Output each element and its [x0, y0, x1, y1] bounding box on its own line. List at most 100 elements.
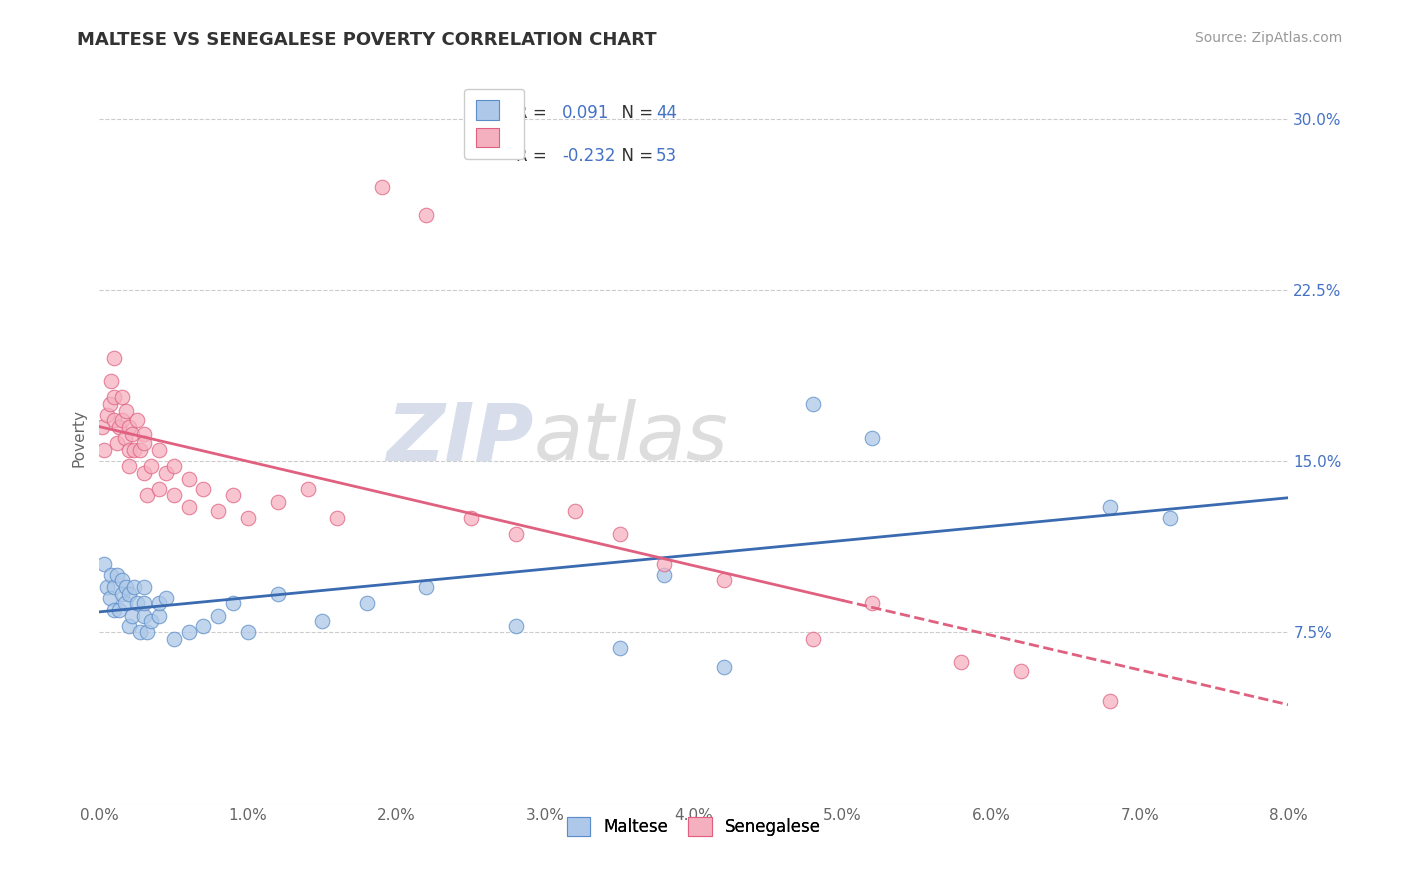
- Point: [136, 488, 159, 502]
- Point: [155, 466, 177, 480]
- Point: [121, 426, 143, 441]
- Text: 44: 44: [655, 104, 676, 122]
- Point: [118, 420, 141, 434]
- Point: [141, 614, 163, 628]
- Point: [115, 404, 138, 418]
- Text: N =: N =: [610, 146, 658, 164]
- Point: [107, 420, 129, 434]
- Point: [148, 596, 170, 610]
- Point: [801, 632, 824, 647]
- Point: [93, 442, 115, 457]
- Point: [222, 488, 245, 502]
- Text: Source: ZipAtlas.com: Source: ZipAtlas.com: [1195, 31, 1343, 45]
- Point: [132, 609, 155, 624]
- Point: [132, 466, 155, 480]
- Point: [1010, 664, 1032, 678]
- Point: [118, 618, 141, 632]
- Point: [105, 568, 128, 582]
- Point: [155, 591, 177, 606]
- Point: [163, 488, 186, 502]
- Point: [93, 557, 115, 571]
- Text: R =: R =: [516, 146, 551, 164]
- Point: [267, 495, 290, 509]
- Point: [118, 458, 141, 473]
- Text: -0.232: -0.232: [562, 146, 616, 164]
- Point: [125, 596, 148, 610]
- Point: [1099, 500, 1122, 514]
- Point: [125, 413, 148, 427]
- Point: [98, 591, 121, 606]
- Point: [132, 435, 155, 450]
- Point: [713, 659, 735, 673]
- Point: [148, 609, 170, 624]
- Point: [128, 625, 150, 640]
- Point: [100, 374, 122, 388]
- Point: [801, 397, 824, 411]
- Point: [111, 573, 134, 587]
- Point: [148, 482, 170, 496]
- Point: [132, 426, 155, 441]
- Text: 53: 53: [655, 146, 678, 164]
- Text: R =: R =: [516, 104, 551, 122]
- Point: [111, 413, 134, 427]
- Point: [860, 431, 883, 445]
- Point: [950, 655, 973, 669]
- Point: [114, 596, 136, 610]
- Text: MALTESE VS SENEGALESE POVERTY CORRELATION CHART: MALTESE VS SENEGALESE POVERTY CORRELATIO…: [77, 31, 657, 49]
- Point: [297, 482, 319, 496]
- Point: [609, 527, 631, 541]
- Point: [1159, 511, 1181, 525]
- Point: [111, 390, 134, 404]
- Point: [222, 596, 245, 610]
- Point: [100, 568, 122, 582]
- Point: [415, 208, 437, 222]
- Legend: Maltese, Senegalese: Maltese, Senegalese: [560, 810, 828, 843]
- Point: [148, 442, 170, 457]
- Point: [236, 625, 259, 640]
- Text: atlas: atlas: [533, 400, 728, 477]
- Point: [460, 511, 482, 525]
- Point: [118, 442, 141, 457]
- Point: [96, 409, 118, 423]
- Point: [356, 596, 378, 610]
- Point: [132, 596, 155, 610]
- Point: [163, 458, 186, 473]
- Point: [371, 180, 394, 194]
- Point: [236, 511, 259, 525]
- Point: [713, 573, 735, 587]
- Point: [118, 586, 141, 600]
- Point: [128, 442, 150, 457]
- Point: [132, 580, 155, 594]
- Point: [505, 618, 527, 632]
- Text: N =: N =: [610, 104, 658, 122]
- Point: [136, 625, 159, 640]
- Point: [415, 580, 437, 594]
- Point: [91, 420, 114, 434]
- Point: [111, 586, 134, 600]
- Point: [652, 557, 675, 571]
- Point: [207, 609, 229, 624]
- Point: [121, 609, 143, 624]
- Point: [141, 458, 163, 473]
- Point: [114, 431, 136, 445]
- Point: [103, 413, 125, 427]
- Point: [505, 527, 527, 541]
- Point: [177, 625, 200, 640]
- Y-axis label: Poverty: Poverty: [72, 409, 86, 467]
- Point: [193, 618, 215, 632]
- Point: [105, 435, 128, 450]
- Point: [107, 602, 129, 616]
- Point: [652, 568, 675, 582]
- Point: [163, 632, 186, 647]
- Point: [609, 641, 631, 656]
- Point: [98, 397, 121, 411]
- Point: [177, 472, 200, 486]
- Point: [1099, 694, 1122, 708]
- Point: [207, 504, 229, 518]
- Point: [564, 504, 586, 518]
- Text: ZIP: ZIP: [387, 400, 533, 477]
- Text: 0.091: 0.091: [562, 104, 609, 122]
- Point: [103, 351, 125, 366]
- Point: [103, 602, 125, 616]
- Point: [860, 596, 883, 610]
